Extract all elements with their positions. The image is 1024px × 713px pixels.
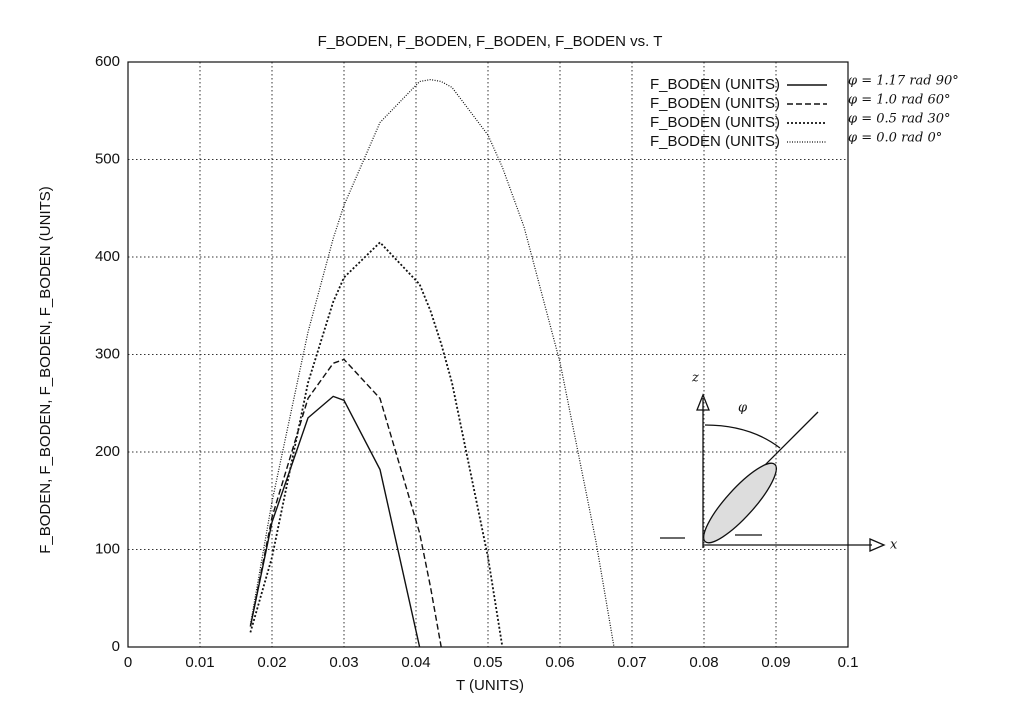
x-tick-label: 0.06	[545, 654, 574, 671]
x-tick-label: 0.1	[838, 654, 859, 671]
legend-label: F_BODEN (UNITS)	[650, 76, 780, 93]
y-tick-label: 600	[95, 53, 120, 70]
y-tick-label: 400	[95, 248, 120, 265]
inset-label: φ	[738, 401, 748, 416]
x-tick-label: 0.02	[257, 654, 286, 671]
x-axis-label: T (UNITS)	[456, 677, 524, 694]
x-tick-label: 0.03	[329, 654, 358, 671]
series-line	[249, 395, 421, 648]
series-line	[249, 241, 504, 648]
series-line	[249, 358, 442, 648]
inset-rod-axis	[759, 411, 819, 471]
x-tick-label: 0	[124, 654, 132, 671]
chart-title: F_BODEN, F_BODEN, F_BODEN, F_BODEN vs. T	[318, 33, 663, 50]
inset-body	[703, 462, 777, 544]
y-tick-label: 300	[95, 345, 120, 362]
x-tick-label: 0.04	[401, 654, 430, 671]
inset-label: x	[890, 538, 898, 553]
inset-arrow	[696, 393, 710, 411]
annotation: φ = 1.0 rad 60°	[848, 93, 951, 108]
inset-arrow	[869, 538, 886, 552]
y-tick-label: 200	[95, 443, 120, 460]
y-tick-label: 500	[95, 150, 120, 167]
y-axis-label: F_BODEN, F_BODEN, F_BODEN, F_BODEN (UNIT…	[37, 186, 54, 554]
inset-label: z	[691, 371, 699, 386]
annotation: φ = 0.5 rad 30°	[848, 112, 951, 127]
annotation: φ = 1.17 rad 90°	[848, 74, 959, 89]
inset-diagram	[660, 393, 886, 552]
legend-label: F_BODEN (UNITS)	[650, 133, 780, 150]
legend-label: F_BODEN (UNITS)	[650, 95, 780, 112]
inset-angle-arc	[704, 424, 781, 449]
x-tick-label: 0.09	[761, 654, 790, 671]
plot-frame	[127, 61, 849, 648]
x-tick-label: 0.01	[185, 654, 214, 671]
y-tick-label: 0	[112, 638, 120, 655]
y-tick-label: 100	[95, 540, 120, 557]
x-tick-label: 0.07	[617, 654, 646, 671]
x-tick-label: 0.08	[689, 654, 718, 671]
annotation: φ = 0.0 rad 0°	[848, 131, 942, 146]
x-tick-label: 0.05	[473, 654, 502, 671]
legend-label: F_BODEN (UNITS)	[650, 114, 780, 131]
